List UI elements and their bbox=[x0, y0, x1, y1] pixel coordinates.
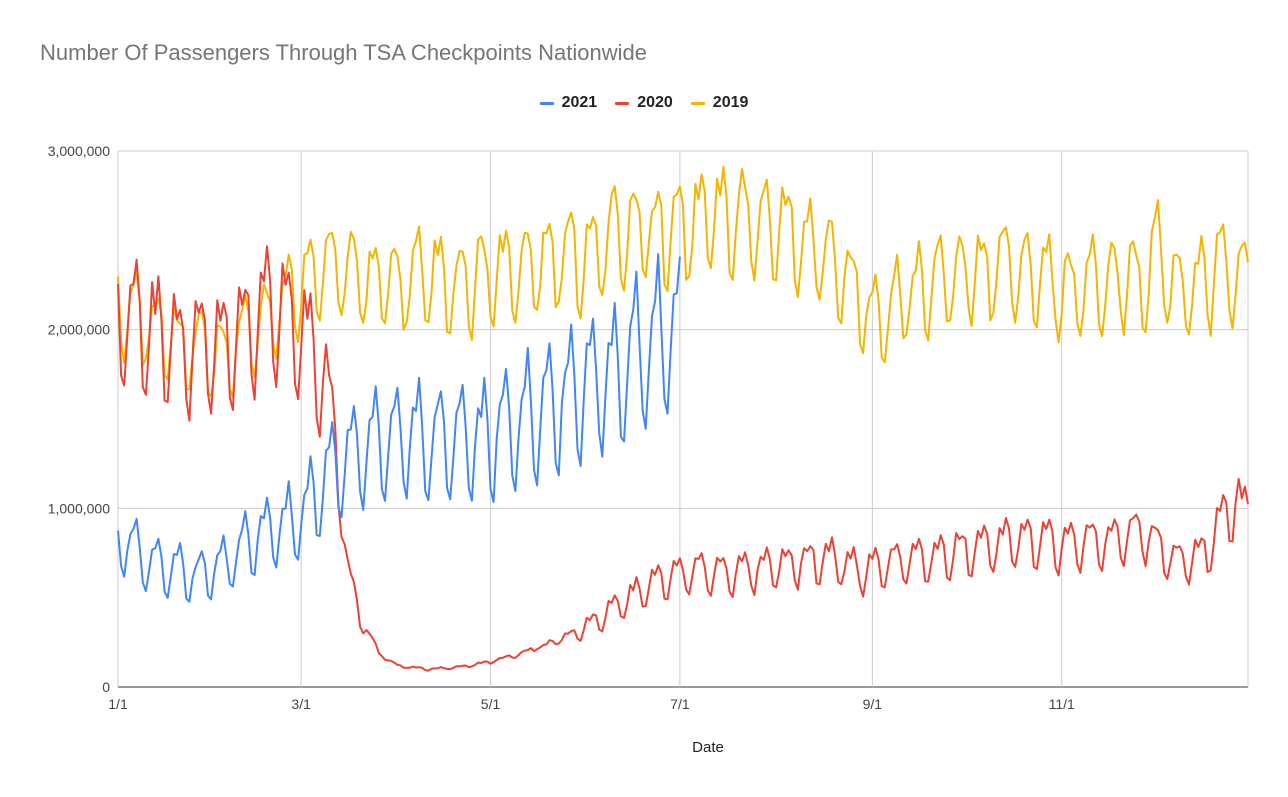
legend-item-2020[interactable]: 2020 bbox=[615, 94, 673, 112]
y-tick-label: 3,000,000 bbox=[48, 143, 110, 159]
legend-item-2021[interactable]: 2021 bbox=[539, 94, 598, 112]
x-tick-label: 9/1 bbox=[863, 696, 883, 712]
chart-title: Number Of Passengers Through TSA Checkpo… bbox=[40, 40, 647, 65]
axes: 0 1,000,000 2,000,000 3,000,000 1/1 3/1 5/1 7/1… bbox=[48, 143, 1075, 712]
x-tick-label: 5/1 bbox=[481, 696, 501, 712]
legend-label-2019: 2019 bbox=[712, 94, 749, 111]
series-layer bbox=[117, 165, 1249, 672]
x-tick-label: 7/1 bbox=[670, 696, 690, 712]
gridlines bbox=[117, 150, 1249, 688]
legend-swatch-2019 bbox=[690, 101, 705, 105]
y-tick-label: 1,000,000 bbox=[48, 500, 110, 516]
x-tick-label: 3/1 bbox=[291, 696, 311, 712]
x-tick-label: 1/1 bbox=[108, 696, 128, 712]
series-line-2020 bbox=[117, 245, 1249, 672]
legend-label-2020: 2020 bbox=[637, 94, 673, 111]
x-axis-title: Date bbox=[692, 739, 724, 756]
legend-label-2021: 2021 bbox=[561, 94, 598, 111]
x-tick-label: 11/1 bbox=[1049, 696, 1075, 712]
y-tick-label: 0 bbox=[102, 679, 110, 695]
legend-item-2019[interactable]: 2019 bbox=[690, 94, 749, 112]
series-line-2021 bbox=[117, 253, 681, 603]
legend-swatch-2020 bbox=[615, 101, 630, 105]
y-tick-label: 2,000,000 bbox=[48, 322, 110, 338]
series-line-2019 bbox=[117, 165, 1249, 398]
legend: 2021 2020 2019 bbox=[0, 94, 1288, 112]
legend-swatch-2021 bbox=[539, 101, 554, 105]
